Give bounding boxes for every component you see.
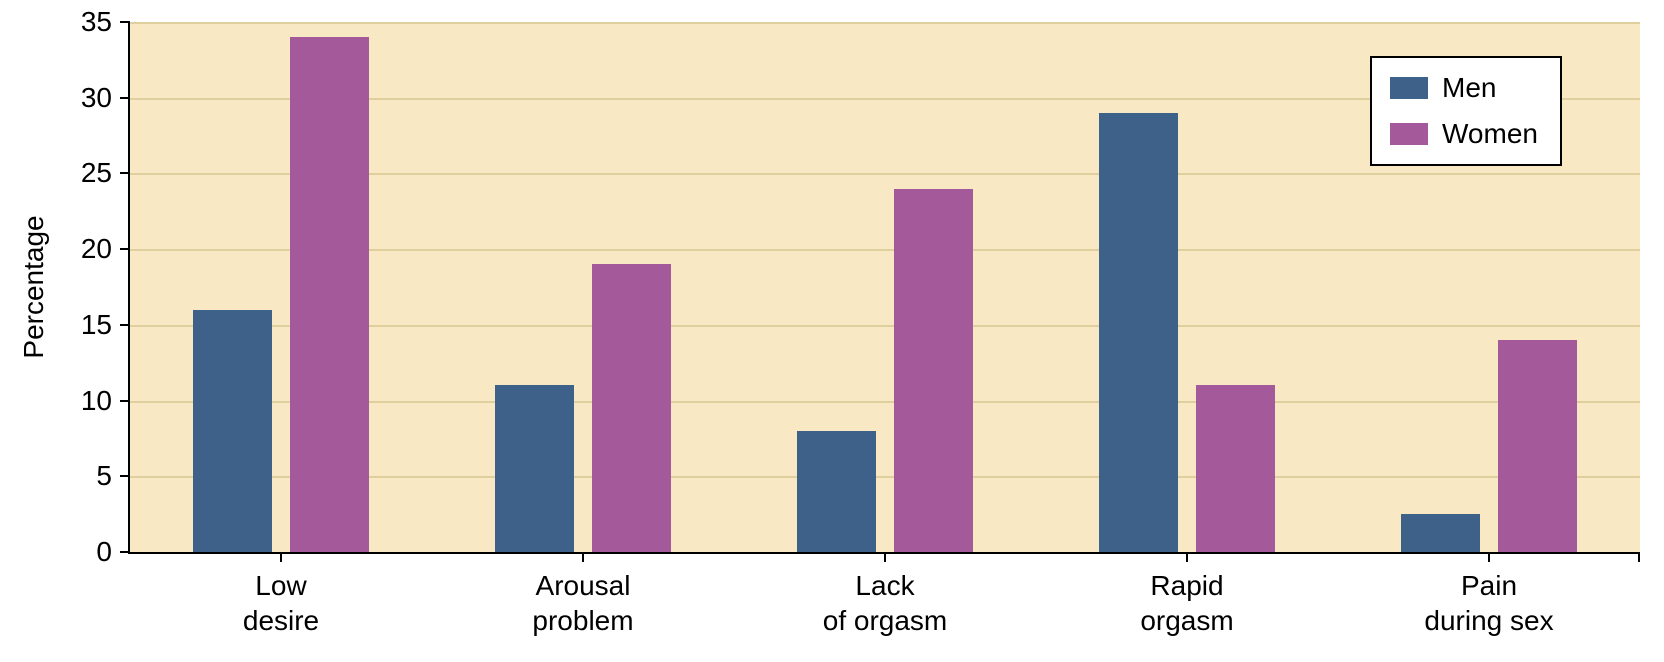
y-tick-label: 20	[52, 233, 112, 265]
x-tick	[884, 552, 886, 562]
x-category-label: Lack of orgasm	[823, 568, 948, 638]
legend-item: Men	[1390, 72, 1538, 104]
legend-label: Men	[1442, 72, 1496, 104]
legend-item: Women	[1390, 118, 1538, 150]
bar	[1196, 385, 1275, 552]
y-tick-label: 10	[52, 385, 112, 417]
legend-label: Women	[1442, 118, 1538, 150]
y-tick-label: 25	[52, 157, 112, 189]
x-tick	[1488, 552, 1490, 562]
y-tick-label: 0	[52, 536, 112, 568]
y-tick-label: 35	[52, 6, 112, 38]
legend-swatch	[1390, 77, 1428, 99]
y-axis-line	[128, 22, 130, 552]
bar	[894, 189, 973, 552]
x-tick	[280, 552, 282, 562]
bar	[290, 37, 369, 552]
x-category-label: Low desire	[243, 568, 319, 638]
bar	[193, 310, 272, 552]
gridline	[130, 22, 1640, 24]
x-tick	[582, 552, 584, 562]
y-axis-title: Percentage	[18, 215, 50, 358]
x-axis-end-tick	[1638, 552, 1640, 562]
y-tick-label: 5	[52, 460, 112, 492]
bar	[797, 431, 876, 552]
bar	[495, 385, 574, 552]
x-category-label: Arousal problem	[532, 568, 633, 638]
x-category-label: Pain during sex	[1424, 568, 1553, 638]
x-tick	[1186, 552, 1188, 562]
x-category-label: Rapid orgasm	[1140, 568, 1233, 638]
y-tick-label: 15	[52, 309, 112, 341]
y-tick-label: 30	[52, 82, 112, 114]
chart-container: Percentage Men Women 0 5 10 15 20 25 30 35 Low de…	[0, 0, 1664, 662]
legend: Men Women	[1370, 56, 1562, 166]
bar	[1099, 113, 1178, 552]
bar	[1498, 340, 1577, 552]
bar	[1401, 514, 1480, 552]
bar	[592, 264, 671, 552]
legend-swatch	[1390, 123, 1428, 145]
